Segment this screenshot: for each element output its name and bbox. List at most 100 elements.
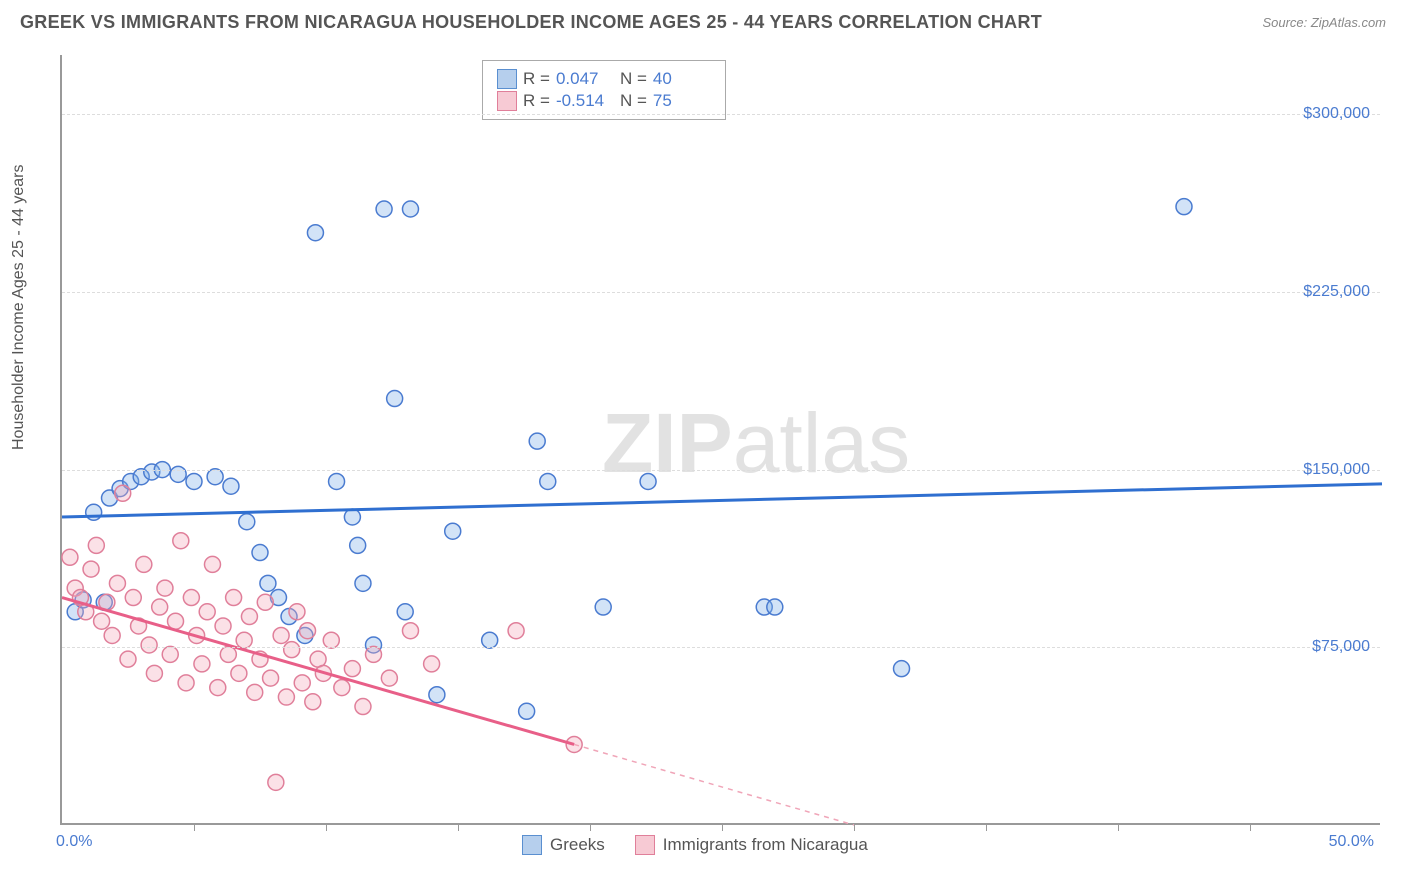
- data-point: [273, 627, 289, 643]
- data-point: [204, 556, 220, 572]
- data-point: [120, 651, 136, 667]
- trendline: [62, 598, 574, 745]
- data-point: [329, 473, 345, 489]
- chart-title: GREEK VS IMMIGRANTS FROM NICARAGUA HOUSE…: [20, 12, 1042, 33]
- data-point: [215, 618, 231, 634]
- x-tick: [722, 823, 723, 831]
- data-point: [210, 680, 226, 696]
- data-point: [381, 670, 397, 686]
- data-point: [402, 623, 418, 639]
- data-point: [289, 604, 305, 620]
- data-point: [94, 613, 110, 629]
- data-point: [300, 623, 316, 639]
- data-point: [157, 580, 173, 596]
- trendline: [62, 484, 1382, 517]
- data-point: [529, 433, 545, 449]
- swatch-icon: [635, 835, 655, 855]
- x-tick: [986, 823, 987, 831]
- chart-source: Source: ZipAtlas.com: [1262, 15, 1386, 30]
- data-point: [429, 687, 445, 703]
- chart-plot-area: ZIPatlas R = 0.047 N = 40 R = -0.514 N =…: [60, 55, 1380, 825]
- y-tick-label: $225,000: [1303, 283, 1370, 301]
- data-point: [125, 590, 141, 606]
- data-point: [424, 656, 440, 672]
- swatch-icon: [522, 835, 542, 855]
- data-point: [136, 556, 152, 572]
- data-point: [323, 632, 339, 648]
- gridline: [62, 647, 1380, 648]
- y-tick-label: $150,000: [1303, 461, 1370, 479]
- data-point: [350, 537, 366, 553]
- data-point: [334, 680, 350, 696]
- x-tick: [194, 823, 195, 831]
- legend-item-nicaragua: Immigrants from Nicaragua: [635, 835, 868, 855]
- y-tick-label: $75,000: [1312, 638, 1370, 656]
- data-point: [236, 632, 252, 648]
- x-tick-label: 50.0%: [1329, 833, 1374, 851]
- x-tick: [458, 823, 459, 831]
- y-tick-label: $300,000: [1303, 105, 1370, 123]
- data-point: [1176, 199, 1192, 215]
- data-point: [260, 575, 276, 591]
- data-point: [62, 549, 78, 565]
- data-point: [141, 637, 157, 653]
- data-point: [767, 599, 783, 615]
- data-point: [294, 675, 310, 691]
- data-point: [278, 689, 294, 705]
- chart-header: GREEK VS IMMIGRANTS FROM NICARAGUA HOUSE…: [0, 0, 1406, 41]
- x-tick: [1250, 823, 1251, 831]
- data-point: [183, 590, 199, 606]
- data-point: [115, 485, 131, 501]
- data-point: [263, 670, 279, 686]
- data-point: [268, 774, 284, 790]
- data-point: [640, 473, 656, 489]
- data-point: [173, 533, 189, 549]
- gridline: [62, 292, 1380, 293]
- x-tick: [854, 823, 855, 831]
- x-tick: [1118, 823, 1119, 831]
- data-point: [387, 391, 403, 407]
- data-point: [344, 661, 360, 677]
- data-point: [355, 699, 371, 715]
- data-point: [146, 665, 162, 681]
- gridline: [62, 470, 1380, 471]
- data-point: [223, 478, 239, 494]
- legend: Greeks Immigrants from Nicaragua: [522, 835, 868, 855]
- data-point: [194, 656, 210, 672]
- data-point: [104, 627, 120, 643]
- data-point: [257, 594, 273, 610]
- gridline: [62, 114, 1380, 115]
- data-point: [376, 201, 392, 217]
- data-point: [519, 703, 535, 719]
- data-point: [88, 537, 104, 553]
- data-point: [508, 623, 524, 639]
- data-point: [540, 473, 556, 489]
- data-point: [207, 469, 223, 485]
- data-point: [220, 646, 236, 662]
- data-point: [109, 575, 125, 591]
- data-point: [894, 661, 910, 677]
- data-point: [344, 509, 360, 525]
- data-point: [168, 613, 184, 629]
- y-axis-label: Householder Income Ages 25 - 44 years: [10, 165, 28, 451]
- x-tick: [326, 823, 327, 831]
- data-point: [162, 646, 178, 662]
- data-point: [307, 225, 323, 241]
- scatter-svg: [62, 55, 1380, 823]
- x-tick-label: 0.0%: [56, 833, 92, 851]
- x-tick: [590, 823, 591, 831]
- data-point: [402, 201, 418, 217]
- data-point: [186, 473, 202, 489]
- data-point: [252, 545, 268, 561]
- data-point: [83, 561, 99, 577]
- data-point: [199, 604, 215, 620]
- data-point: [595, 599, 611, 615]
- data-point: [445, 523, 461, 539]
- data-point: [482, 632, 498, 648]
- data-point: [178, 675, 194, 691]
- data-point: [226, 590, 242, 606]
- data-point: [86, 504, 102, 520]
- legend-item-greeks: Greeks: [522, 835, 605, 855]
- data-point: [305, 694, 321, 710]
- trendline-extrapolated: [574, 744, 854, 825]
